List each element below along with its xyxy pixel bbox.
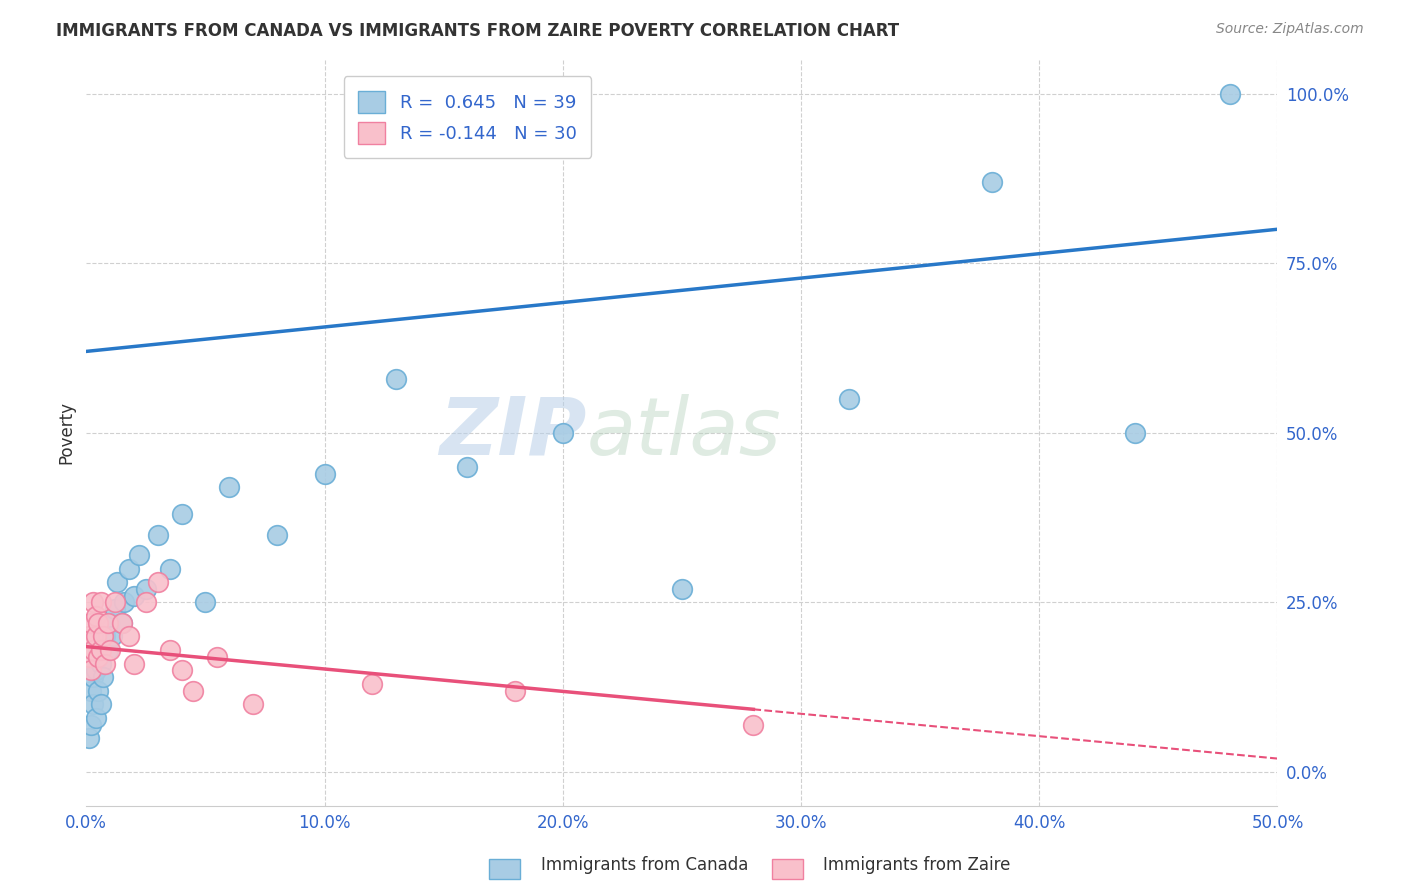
Point bbox=[159, 561, 181, 575]
Point bbox=[170, 508, 193, 522]
Point bbox=[135, 582, 157, 596]
Point bbox=[84, 711, 107, 725]
Point bbox=[146, 527, 169, 541]
Point bbox=[87, 643, 110, 657]
Point bbox=[111, 615, 134, 630]
Point bbox=[101, 629, 124, 643]
Text: Source: ZipAtlas.com: Source: ZipAtlas.com bbox=[1216, 22, 1364, 37]
Point bbox=[980, 175, 1002, 189]
Point bbox=[87, 649, 110, 664]
Point bbox=[135, 595, 157, 609]
Point bbox=[77, 731, 100, 746]
Point bbox=[183, 683, 205, 698]
Point bbox=[84, 664, 107, 678]
Point bbox=[84, 629, 107, 643]
Point bbox=[90, 657, 112, 671]
Point bbox=[87, 615, 110, 630]
Point bbox=[671, 582, 693, 596]
Point bbox=[80, 717, 103, 731]
Point bbox=[385, 371, 408, 385]
Point bbox=[94, 657, 117, 671]
Point bbox=[218, 480, 240, 494]
Point bbox=[82, 595, 104, 609]
Point bbox=[1219, 87, 1241, 101]
Text: atlas: atlas bbox=[586, 394, 782, 472]
Point bbox=[118, 561, 141, 575]
Point bbox=[87, 683, 110, 698]
Point bbox=[105, 575, 128, 590]
Legend: R =  0.645   N = 39, R = -0.144   N = 30: R = 0.645 N = 39, R = -0.144 N = 30 bbox=[344, 76, 591, 158]
Point bbox=[314, 467, 336, 481]
Point bbox=[84, 609, 107, 624]
Point bbox=[98, 615, 121, 630]
Point bbox=[112, 595, 135, 609]
Point bbox=[128, 548, 150, 562]
Point bbox=[242, 698, 264, 712]
Point bbox=[742, 717, 765, 731]
Point bbox=[80, 683, 103, 698]
Point bbox=[82, 670, 104, 684]
Point bbox=[456, 459, 478, 474]
Point bbox=[146, 575, 169, 590]
Text: ZIP: ZIP bbox=[439, 394, 586, 472]
Point bbox=[1123, 425, 1146, 440]
Point bbox=[104, 595, 127, 609]
Point bbox=[77, 629, 100, 643]
Point bbox=[170, 664, 193, 678]
Point bbox=[82, 643, 104, 657]
Text: Immigrants from Canada: Immigrants from Canada bbox=[541, 856, 748, 874]
Text: IMMIGRANTS FROM CANADA VS IMMIGRANTS FROM ZAIRE POVERTY CORRELATION CHART: IMMIGRANTS FROM CANADA VS IMMIGRANTS FRO… bbox=[56, 22, 900, 40]
Point bbox=[122, 589, 145, 603]
Point bbox=[91, 629, 114, 643]
Y-axis label: Poverty: Poverty bbox=[58, 401, 75, 465]
Point bbox=[551, 425, 574, 440]
Point bbox=[94, 629, 117, 643]
Point bbox=[90, 595, 112, 609]
Point bbox=[838, 392, 860, 406]
Point bbox=[98, 643, 121, 657]
Point bbox=[207, 649, 229, 664]
Point bbox=[77, 649, 100, 664]
Point bbox=[90, 643, 112, 657]
Point bbox=[91, 670, 114, 684]
Point bbox=[194, 595, 217, 609]
Point bbox=[266, 527, 288, 541]
Point bbox=[82, 698, 104, 712]
Point bbox=[90, 698, 112, 712]
Point bbox=[104, 602, 127, 616]
Point bbox=[361, 677, 384, 691]
Point bbox=[97, 615, 120, 630]
Point bbox=[159, 643, 181, 657]
Point bbox=[111, 615, 134, 630]
Point bbox=[503, 683, 526, 698]
Point bbox=[118, 629, 141, 643]
Point bbox=[122, 657, 145, 671]
Point bbox=[97, 643, 120, 657]
Point bbox=[80, 664, 103, 678]
Text: Immigrants from Zaire: Immigrants from Zaire bbox=[823, 856, 1010, 874]
Point bbox=[80, 615, 103, 630]
